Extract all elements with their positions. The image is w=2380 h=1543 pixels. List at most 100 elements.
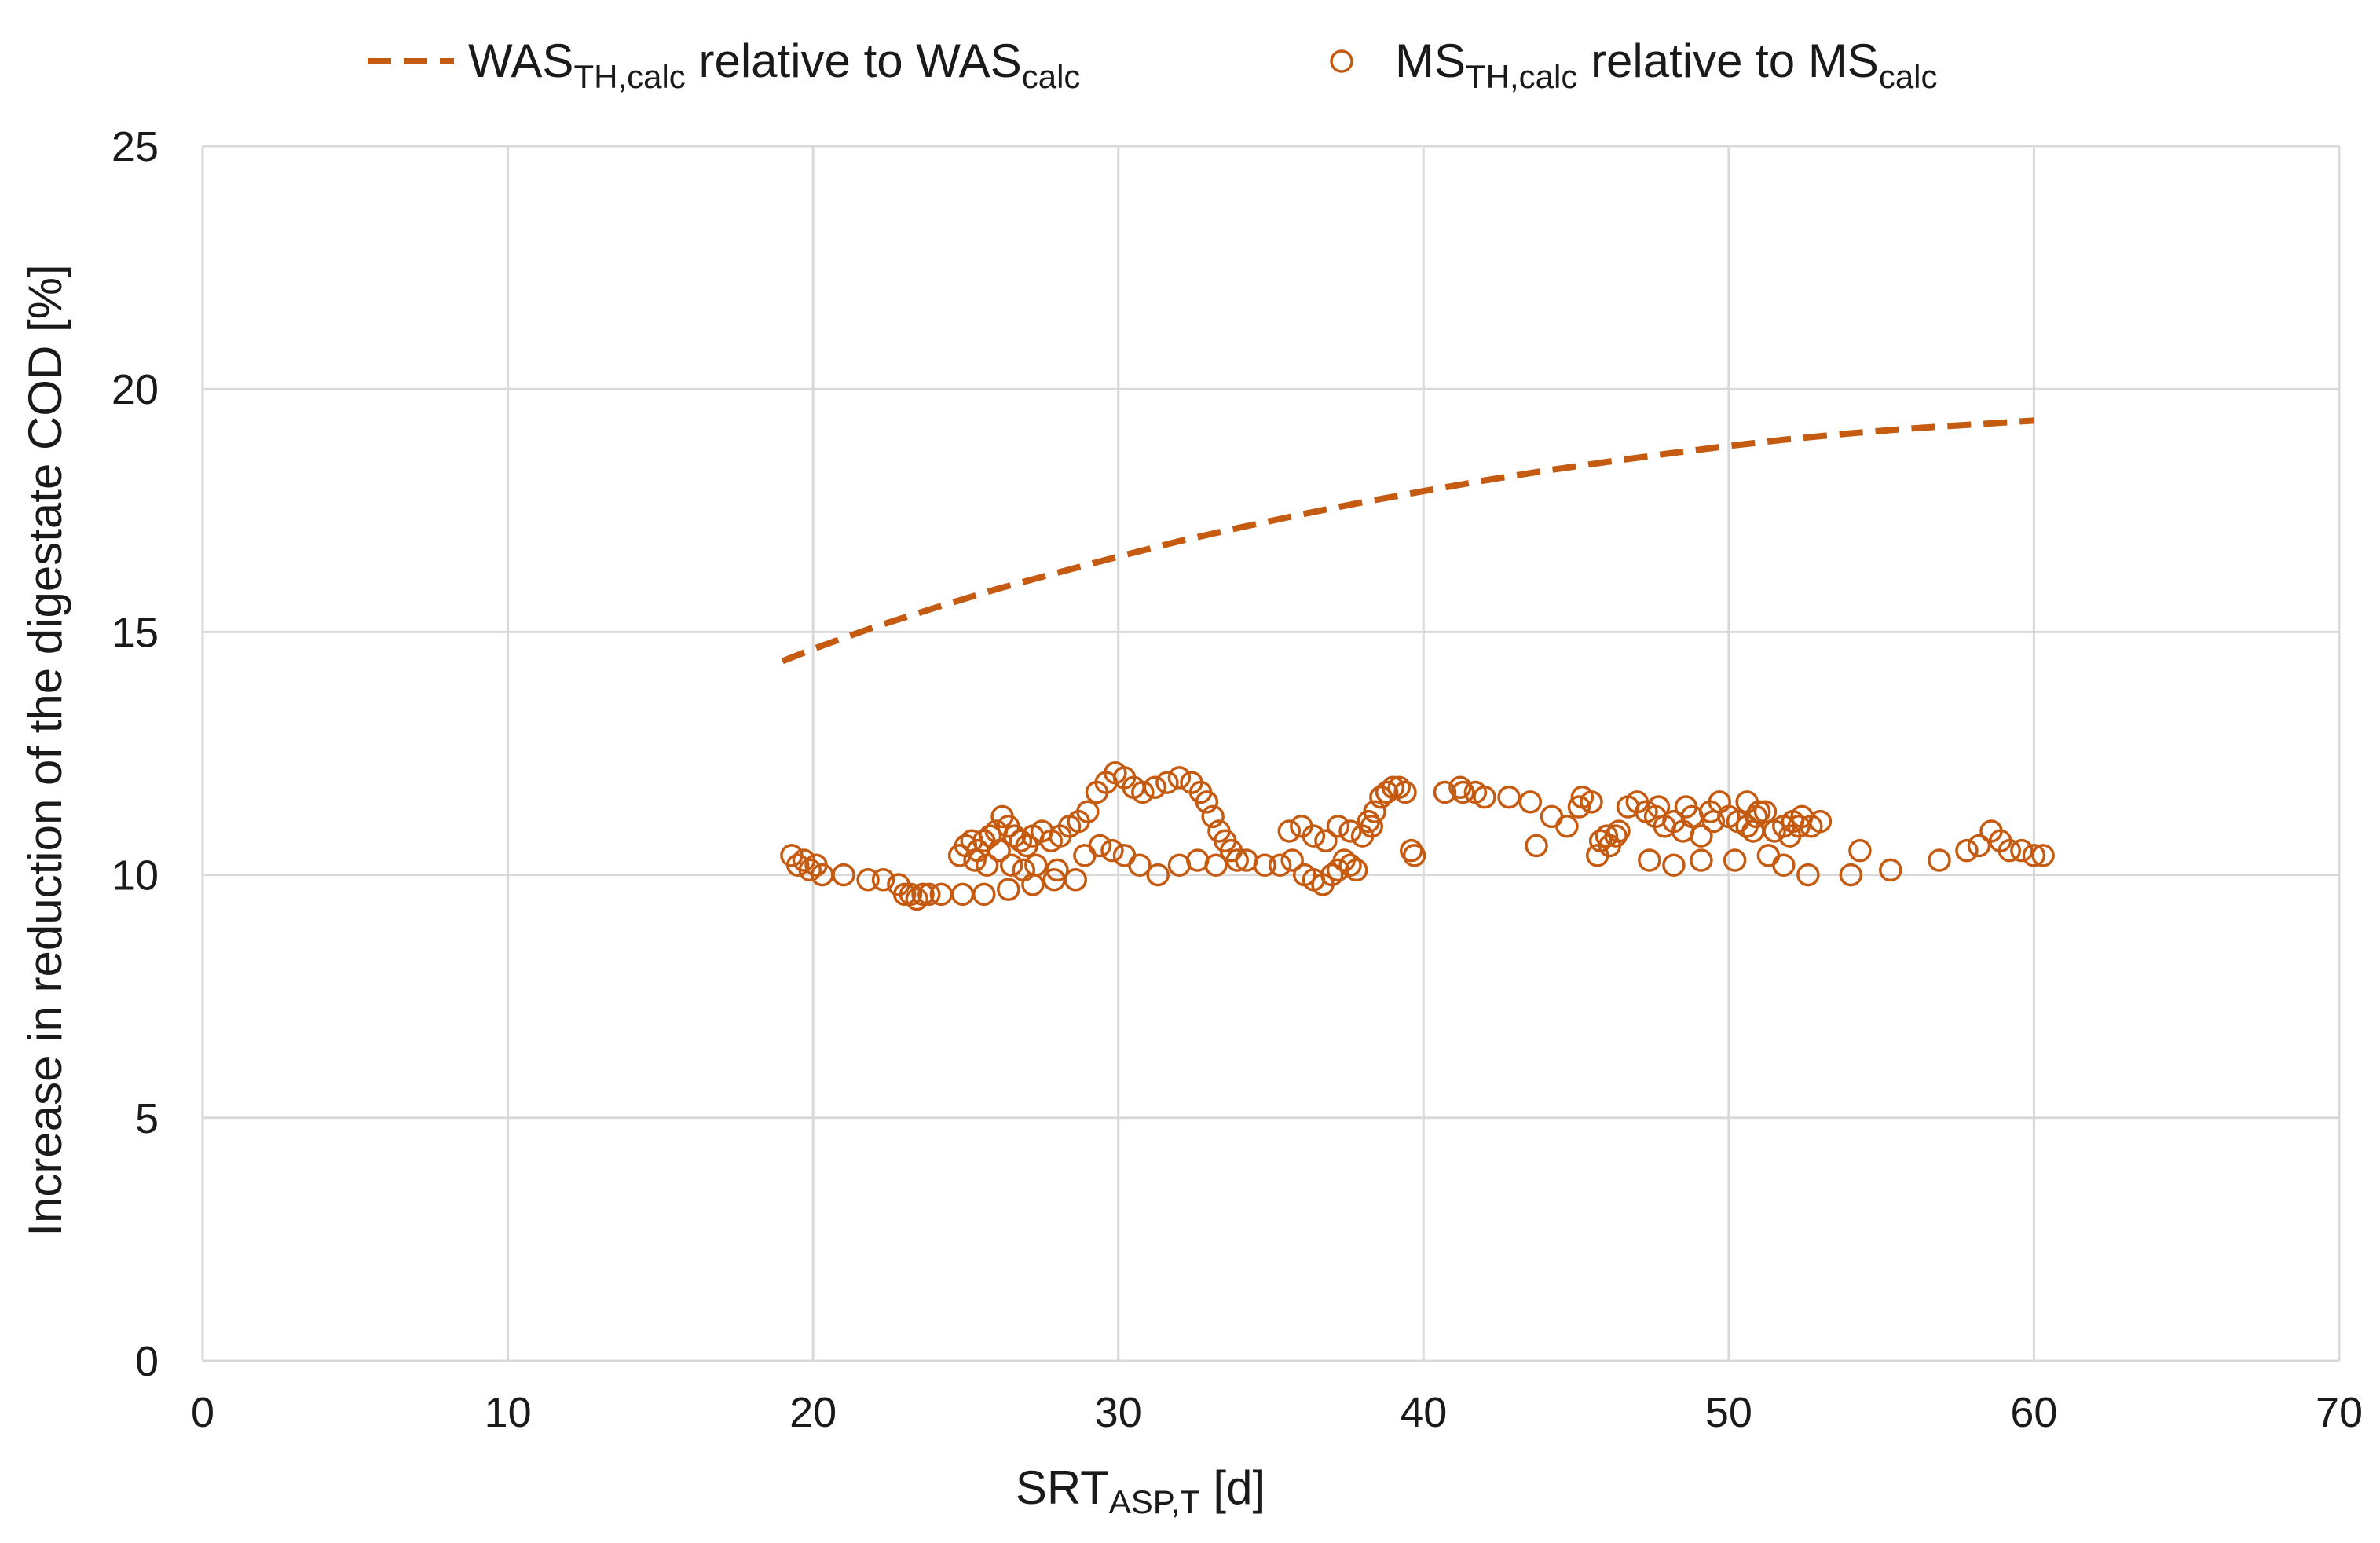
ms-point [1399,838,1423,863]
ms-point [856,868,880,892]
ms-point [1570,785,1595,809]
legend: WASTH,calc relative to WAScalc MSTH,calc … [368,35,1938,95]
ms-point [1131,780,1155,804]
ms-point [1326,815,1350,838]
ms-point [1012,858,1036,882]
ms-point [911,882,935,907]
ms-point [832,863,855,887]
ms-point [1225,848,1250,872]
ms-point [1741,819,1765,843]
ms-point [1155,771,1179,794]
ms-point [1540,804,1564,829]
ms-point [1280,848,1304,872]
ms-point [1448,775,1472,800]
ms-point [2031,844,2055,867]
ms-point [1253,853,1276,877]
ms-point [1402,844,1426,867]
ms-point [1701,809,1726,834]
x-axis-label-unit: [d] [1200,1461,1265,1514]
x-axis-label-main: SRT [1016,1461,1109,1514]
x-tick-label: 60 [2010,1389,2057,1436]
ms-point [1381,775,1405,800]
ms-point [1928,848,1951,872]
ms-point [1452,780,1475,804]
x-tick-label: 20 [789,1389,837,1436]
ms-point [1595,824,1619,848]
y-tick-label: 0 [135,1338,159,1385]
legend-entry-1: WASTH,calc relative to WAScalc [468,35,1080,95]
ms-point [1586,844,1609,867]
ms-point [1433,780,1457,804]
x-tick-label: 30 [1095,1389,1142,1436]
ms-point [1320,863,1344,887]
x-axis-ticks: 0 10 20 30 40 50 60 70 [191,1389,2363,1436]
ms-point [1787,815,1811,838]
ms-point [1387,775,1411,800]
ms-point [1009,829,1033,853]
ms-point [1100,838,1124,863]
x-axis-label-sub: ASP,T [1109,1483,1200,1520]
ms-point [1021,873,1045,896]
ms-point [1567,795,1591,819]
ms-point [999,853,1023,877]
ms-point [1345,858,1368,882]
ms-point [963,848,987,872]
ms-point [1167,766,1192,790]
ms-point [1607,819,1631,843]
ms-point [1796,863,1820,887]
ms-point [1073,844,1097,867]
ms-point [1690,824,1713,848]
ms-point [1128,853,1152,877]
ms-point [785,853,810,877]
ms-point [1360,815,1383,838]
ms-point [1848,838,1872,863]
x-tick-label: 40 [1400,1389,1447,1436]
x-tick-label: 50 [1705,1389,1752,1436]
ms-point [1662,853,1686,877]
ms-point [1879,858,1902,882]
ms-point [798,858,822,882]
ms-point [1518,790,1543,814]
ms-point [1772,853,1796,877]
ms-point [1967,834,1991,858]
y-axis-label: Increase in reduction of the digestate C… [19,264,71,1236]
ms-point [1088,834,1112,858]
ms-point [871,868,895,892]
ms-point [892,882,917,907]
ms-point [1555,815,1579,838]
x-axis-label: SRTASP,T [d] [1016,1461,1265,1520]
ms-point [1646,795,1671,819]
ms-point [1497,785,1521,809]
ms-point [997,878,1020,901]
ms-point [1201,804,1225,829]
ms-point [899,882,923,907]
ms-point [1525,834,1548,858]
ms-point [1690,848,1713,872]
ms-point [1604,824,1628,848]
ms-point [1375,780,1399,804]
ms-point [1997,838,2022,863]
ms-point [1064,868,1088,892]
y-tick-label: 5 [135,1095,159,1142]
ms-point [1638,848,1661,872]
x-tick-label: 0 [191,1389,214,1436]
ms-point [917,882,941,907]
ms-point [1808,809,1833,834]
ms-point [1146,863,1170,887]
ms-point [1753,800,1778,823]
ms-point [1268,853,1292,877]
y-tick-label: 25 [112,123,159,170]
ms-point [1723,848,1747,872]
plot-series [780,417,2055,911]
ms-point [1955,838,1979,863]
x-tick-label: 70 [2316,1389,2363,1436]
ms-point [987,838,1011,863]
ms-point [1338,819,1362,843]
legend-circle-swatch [1330,49,1353,73]
ms-point [1204,853,1228,877]
legend-entry-2: MSTH,calc relative to MScalc [1395,35,1938,95]
ms-point [1393,780,1417,804]
ms-point [1674,795,1698,819]
y-tick-label: 20 [112,366,159,413]
